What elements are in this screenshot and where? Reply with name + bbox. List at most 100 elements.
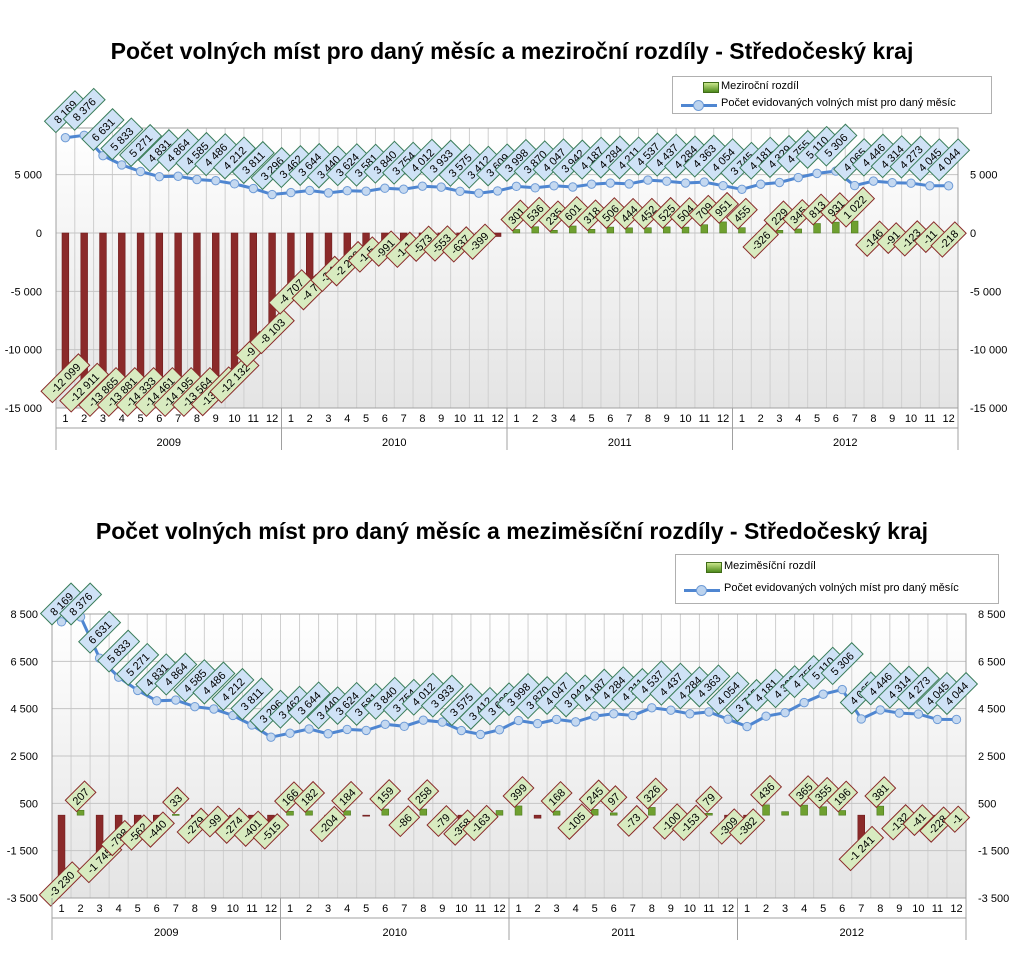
line-point [211, 175, 221, 186]
year-label: 2012 [840, 927, 864, 939]
line-point [171, 695, 181, 705]
year-label: 2012 [833, 437, 857, 449]
bar [419, 808, 428, 816]
chart-panel-monthly: Počet volných míst pro daný měsíc a mezi… [0, 480, 1024, 960]
bar-label-box [176, 807, 214, 845]
line-point [761, 711, 771, 721]
x-tick-label: 9 [438, 413, 444, 425]
x-tick-label: 3 [325, 903, 331, 915]
line-point [868, 176, 879, 186]
line-point [662, 176, 672, 186]
x-tick-label: 4 [570, 413, 576, 425]
bar-label-box [249, 308, 295, 355]
line-data-label: 4 585 [175, 131, 219, 176]
x-tick-label: 4 [795, 413, 801, 425]
bar-label-box [902, 804, 935, 837]
line-point [570, 717, 581, 727]
line-point [568, 182, 578, 192]
x-tick-label: 6 [839, 903, 845, 915]
x-tick-label: 6 [382, 413, 388, 425]
x-tick-label: 11 [703, 903, 714, 915]
bar-label-box [407, 779, 440, 812]
bar-label-box [385, 231, 422, 269]
bar [819, 806, 827, 816]
y-tick-label-left: 5 000 [14, 170, 42, 182]
x-tick-label: 7 [175, 413, 181, 425]
bar [850, 220, 859, 234]
x-tick-label: 2 [763, 903, 769, 915]
x-tick-label: 11 [932, 903, 943, 915]
y-tick-label-right: 5 000 [970, 170, 998, 182]
line-point [494, 725, 505, 735]
line-point [455, 186, 465, 196]
line-label-box [211, 667, 255, 712]
bar [876, 805, 885, 816]
bar [212, 232, 220, 388]
x-tick-label: 4 [344, 903, 350, 915]
year-label: 2010 [383, 927, 407, 939]
x-tick-label: 1 [288, 413, 294, 425]
x-tick-label: 9 [213, 413, 219, 425]
chart-legend: Meziroční rozdíl Počet evidovaných volný… [672, 76, 992, 114]
bar-label-box [616, 804, 649, 837]
bar-label-box [100, 819, 137, 857]
line-data-label: 4 273 [896, 666, 940, 710]
line-point [361, 186, 371, 196]
line-label-box [212, 136, 257, 180]
x-tick-label: 10 [227, 903, 239, 915]
x-tick-label: 4 [119, 413, 125, 425]
bar [794, 228, 802, 234]
x-tick-label: 8 [420, 903, 426, 915]
x-tick-label: 8 [649, 903, 655, 915]
bar-data-label: 184 [331, 780, 364, 813]
line-point [589, 711, 600, 721]
bar-label-box [942, 805, 971, 833]
x-tick-label: 12 [942, 413, 954, 425]
legend-marker-line [696, 585, 707, 596]
x-tick-label: 4 [344, 413, 350, 425]
line-point [685, 709, 695, 719]
bar [552, 810, 561, 816]
x-tick-label: 2 [306, 903, 312, 915]
bar [800, 804, 808, 816]
x-tick-label: 12 [950, 903, 962, 915]
line-point [742, 721, 752, 732]
legend-marker-line [693, 100, 704, 111]
x-tick-label: 11 [246, 903, 257, 915]
bar-label-box [162, 786, 190, 815]
x-tick-label: 3 [554, 903, 560, 915]
bar-data-label: -79 [426, 805, 459, 837]
line-point [456, 725, 467, 736]
y-tick-label-left: 8 500 [10, 609, 38, 621]
y-tick-label-left: 4 500 [10, 704, 38, 716]
y-tick-label-left: -10 000 [5, 345, 42, 357]
legend-label-bar: Meziměsíční rozdíl [724, 560, 816, 572]
y-tick-label-left: 0 [36, 228, 42, 240]
bar [230, 232, 239, 375]
bar [648, 807, 656, 816]
line-data-label: 4 044 [934, 671, 979, 716]
bar [249, 232, 257, 346]
y-tick-label-right: 500 [978, 798, 996, 810]
bar [172, 814, 180, 816]
bar-data-label: -41 [902, 804, 935, 837]
chart-panel-yearly: Počet volných míst pro daný měsíc a mezi… [5, 38, 1007, 450]
y-tick-label-right: 4 500 [978, 704, 1006, 716]
x-tick-label: 5 [135, 903, 141, 915]
line-point [56, 617, 67, 627]
bar-label-box [138, 811, 175, 848]
line-point [209, 704, 219, 714]
x-tick-label: 12 [265, 903, 277, 915]
line-point [266, 732, 276, 742]
bar-label-box [635, 777, 668, 810]
bar-data-label: -515 [252, 813, 290, 850]
x-tick-label: 5 [589, 413, 595, 425]
line-point [511, 181, 522, 192]
x-tick-label: 1 [62, 413, 68, 425]
line-point [135, 166, 146, 177]
x-tick-label: 9 [664, 413, 670, 425]
legend-label-line: Počet evidovaných volných míst pro daný … [724, 582, 959, 594]
x-tick-label: 1 [58, 903, 64, 915]
line-point [737, 184, 747, 195]
bar [719, 221, 727, 234]
